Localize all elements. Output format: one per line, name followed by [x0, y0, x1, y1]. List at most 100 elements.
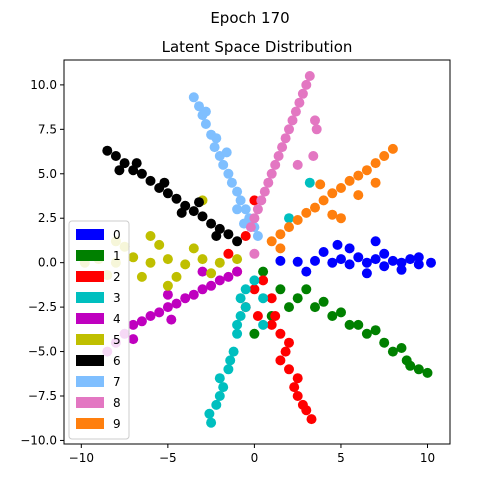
legend-label-1: 1 — [113, 249, 121, 263]
data-point-8 — [292, 159, 303, 170]
x-tick-label: 5 — [337, 451, 345, 465]
data-point-0 — [405, 254, 416, 265]
data-point-3 — [240, 284, 251, 295]
data-point-6 — [211, 231, 222, 241]
data-point-0 — [318, 247, 329, 257]
legend-label-8: 8 — [113, 396, 121, 410]
data-point-5 — [128, 252, 139, 263]
legend-label-3: 3 — [113, 291, 121, 305]
data-point-0 — [396, 257, 407, 268]
data-point-6 — [145, 175, 156, 186]
data-point-4 — [171, 298, 182, 309]
data-point-2 — [252, 311, 263, 321]
data-point-1 — [361, 328, 372, 339]
data-point-2 — [266, 293, 277, 304]
data-point-0 — [344, 243, 355, 254]
data-point-4 — [197, 266, 208, 277]
data-point-8 — [249, 248, 260, 259]
data-point-1 — [327, 311, 338, 321]
data-point-1 — [353, 319, 364, 330]
data-point-2 — [258, 275, 269, 286]
legend-label-0: 0 — [113, 228, 121, 242]
data-point-7 — [188, 92, 199, 103]
legend: 0 1 2 3 4 5 6 7 8 9 — [68, 220, 130, 440]
scatter-points — [79, 71, 436, 428]
data-point-1 — [284, 302, 294, 313]
legend-swatch-8 — [76, 397, 104, 408]
data-point-4 — [232, 266, 243, 277]
data-point-2 — [292, 391, 303, 401]
data-point-0 — [379, 261, 390, 272]
data-point-9 — [327, 209, 338, 220]
data-point-6 — [206, 218, 217, 229]
data-point-0 — [301, 266, 312, 277]
data-point-6 — [162, 188, 173, 199]
data-point-1 — [422, 367, 433, 378]
legend-swatch-0 — [76, 229, 104, 240]
legend-swatch-3 — [76, 292, 104, 303]
data-point-1 — [310, 302, 320, 313]
y-tick-label: 5.0 — [38, 167, 57, 181]
chart-suptitle: Epoch 170 — [210, 9, 289, 27]
data-point-7 — [194, 101, 204, 112]
legend-label-5: 5 — [113, 333, 121, 347]
x-tick-label: 0 — [251, 451, 259, 465]
data-point-6 — [114, 165, 125, 176]
data-point-7 — [218, 159, 229, 170]
data-point-8 — [310, 115, 320, 126]
legend-label-9: 9 — [113, 417, 121, 431]
data-point-5 — [232, 254, 243, 265]
data-point-5 — [214, 257, 225, 268]
data-point-7 — [221, 147, 232, 158]
axis-ticks: −10 −5 0 5 10−10.0−7.5−5.0−2.50.02.55.07.510… — [20, 78, 435, 465]
y-tick-label: 2.5 — [38, 211, 57, 225]
data-point-3 — [284, 213, 294, 224]
data-point-7 — [232, 204, 243, 215]
data-point-2 — [249, 195, 260, 206]
data-point-2 — [275, 328, 286, 339]
data-point-9 — [336, 213, 346, 224]
data-point-8 — [266, 168, 277, 179]
data-point-0 — [396, 264, 407, 275]
data-point-8 — [270, 159, 281, 170]
legend-swatch-6 — [76, 355, 104, 366]
data-point-1 — [413, 364, 424, 375]
data-point-1 — [258, 266, 269, 277]
chart-title: Latent Space Distribution — [162, 38, 353, 56]
data-point-9 — [353, 190, 364, 201]
data-point-5 — [145, 231, 156, 241]
data-point-7 — [200, 106, 211, 117]
data-point-7 — [223, 168, 234, 179]
data-point-8 — [263, 177, 274, 188]
data-point-2 — [284, 337, 294, 348]
data-point-2 — [240, 231, 251, 241]
data-point-3 — [258, 293, 269, 304]
data-point-7 — [240, 204, 251, 215]
data-point-4 — [197, 284, 208, 295]
data-point-3 — [218, 382, 229, 393]
x-tick-label: −5 — [159, 451, 177, 465]
data-point-0 — [361, 257, 372, 268]
data-point-0 — [379, 248, 390, 259]
data-point-1 — [344, 319, 355, 330]
data-point-8 — [308, 151, 319, 161]
data-point-5 — [145, 257, 156, 268]
data-point-6 — [171, 193, 182, 204]
data-point-1 — [275, 284, 286, 295]
data-point-1 — [379, 337, 390, 348]
data-point-8 — [259, 186, 270, 197]
data-point-4 — [136, 316, 147, 327]
data-point-9 — [275, 229, 286, 240]
data-point-3 — [228, 346, 239, 357]
data-point-9 — [379, 151, 390, 161]
data-point-0 — [361, 268, 372, 279]
data-point-7 — [200, 119, 211, 129]
data-point-0 — [275, 255, 286, 266]
data-point-2 — [284, 364, 294, 375]
data-point-8 — [273, 151, 284, 161]
data-point-8 — [311, 124, 322, 135]
data-point-1 — [336, 307, 346, 318]
data-point-2 — [280, 346, 291, 357]
data-point-9 — [370, 177, 381, 188]
data-point-2 — [270, 311, 281, 321]
